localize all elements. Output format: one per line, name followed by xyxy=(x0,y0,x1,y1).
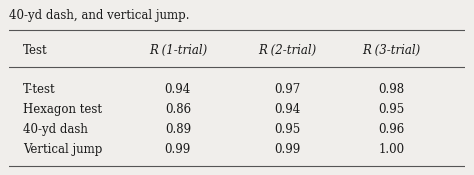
Text: 0.95: 0.95 xyxy=(379,103,405,116)
Text: 40-yd dash, and vertical jump.: 40-yd dash, and vertical jump. xyxy=(9,9,190,22)
Text: 0.95: 0.95 xyxy=(274,123,300,136)
Text: T-test: T-test xyxy=(23,83,56,96)
Text: 0.94: 0.94 xyxy=(165,83,191,96)
Text: R (3-trial): R (3-trial) xyxy=(363,44,421,57)
Text: 0.99: 0.99 xyxy=(165,143,191,156)
Text: 0.98: 0.98 xyxy=(379,83,405,96)
Text: Vertical jump: Vertical jump xyxy=(23,143,102,156)
Text: Test: Test xyxy=(23,44,48,57)
Text: 1.00: 1.00 xyxy=(379,143,405,156)
Text: 0.96: 0.96 xyxy=(379,123,405,136)
Text: 40-yd dash: 40-yd dash xyxy=(23,123,88,136)
Text: 0.89: 0.89 xyxy=(165,123,191,136)
Text: 0.97: 0.97 xyxy=(274,83,300,96)
Text: 0.94: 0.94 xyxy=(274,103,300,116)
Text: 0.99: 0.99 xyxy=(274,143,300,156)
Text: R (1-trial): R (1-trial) xyxy=(149,44,207,57)
Text: Hexagon test: Hexagon test xyxy=(23,103,102,116)
Text: R (2-trial): R (2-trial) xyxy=(258,44,316,57)
Text: 0.86: 0.86 xyxy=(165,103,191,116)
